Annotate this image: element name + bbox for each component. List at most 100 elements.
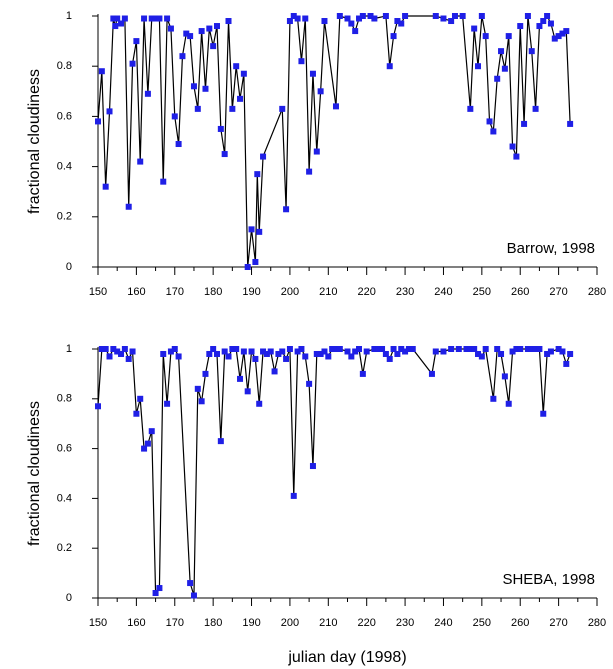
marker xyxy=(286,18,293,25)
marker xyxy=(298,346,305,352)
marker xyxy=(271,368,278,375)
marker xyxy=(248,348,255,355)
marker xyxy=(501,65,508,72)
marker xyxy=(524,13,531,19)
line xyxy=(97,347,571,596)
marker xyxy=(217,438,224,445)
marker xyxy=(321,18,328,25)
y-tick-label: 0.8 xyxy=(57,60,72,72)
marker xyxy=(102,183,109,190)
x-tick-label: 250 xyxy=(473,286,491,298)
y-tick-label: 1 xyxy=(66,343,72,355)
marker xyxy=(164,400,171,407)
marker xyxy=(118,20,125,27)
marker xyxy=(547,348,554,355)
marker xyxy=(563,360,570,367)
marker xyxy=(129,60,136,67)
marker xyxy=(202,370,209,377)
marker xyxy=(567,350,574,357)
marker xyxy=(114,15,121,22)
x-tick-label: 270 xyxy=(549,617,567,629)
marker xyxy=(133,410,140,417)
marker xyxy=(528,48,535,55)
marker xyxy=(141,445,148,452)
marker xyxy=(448,346,455,352)
marker xyxy=(263,350,270,357)
y-tick-label: 0.2 xyxy=(57,542,72,554)
marker xyxy=(536,346,543,352)
x-tick-label: 260 xyxy=(511,286,529,298)
marker xyxy=(467,105,474,112)
marker xyxy=(229,346,236,352)
marker xyxy=(356,15,363,22)
marker xyxy=(348,353,355,360)
marker xyxy=(286,346,293,352)
marker xyxy=(290,13,297,19)
marker xyxy=(359,13,366,19)
marker xyxy=(309,70,316,77)
marker xyxy=(386,63,393,70)
marker xyxy=(260,348,267,355)
x-tick-label: 210 xyxy=(319,617,337,629)
marker xyxy=(371,346,378,352)
marker xyxy=(398,346,405,352)
marker xyxy=(175,353,182,360)
x-tick-label: 210 xyxy=(319,286,337,298)
marker xyxy=(356,346,363,352)
marker xyxy=(95,403,101,410)
marker xyxy=(267,348,274,355)
marker xyxy=(428,370,435,377)
marker xyxy=(187,33,194,40)
marker xyxy=(213,23,220,30)
marker xyxy=(501,373,508,380)
marker xyxy=(290,492,297,499)
y-tick-label: 0.2 xyxy=(57,211,72,223)
marker xyxy=(179,53,186,60)
marker xyxy=(233,346,240,352)
marker xyxy=(98,68,105,75)
marker xyxy=(482,346,489,352)
marker xyxy=(210,43,217,50)
marker xyxy=(513,153,520,160)
marker xyxy=(171,113,178,120)
marker xyxy=(160,178,167,185)
marker xyxy=(217,125,224,132)
marker xyxy=(256,400,263,407)
marker xyxy=(329,346,336,352)
marker xyxy=(164,15,171,22)
marker xyxy=(498,350,505,357)
marker xyxy=(375,346,382,352)
x-tick-label: 270 xyxy=(549,286,567,298)
marker xyxy=(144,90,151,97)
marker xyxy=(432,348,439,355)
marker xyxy=(233,63,240,70)
x-tick-label: 220 xyxy=(358,286,376,298)
marker xyxy=(317,88,324,95)
marker xyxy=(394,350,401,357)
marker xyxy=(194,105,201,112)
marker xyxy=(505,400,512,407)
marker xyxy=(137,158,144,165)
marker xyxy=(359,370,366,377)
marker xyxy=(206,25,213,32)
marker xyxy=(125,203,132,210)
marker xyxy=(148,428,155,435)
x-tick-label: 170 xyxy=(166,617,184,629)
x-tick-label: 160 xyxy=(127,617,145,629)
x-tick-label: 200 xyxy=(281,286,299,298)
marker xyxy=(524,346,531,352)
marker xyxy=(551,35,558,42)
marker xyxy=(517,23,524,30)
marker xyxy=(559,30,566,37)
marker xyxy=(344,348,351,355)
marker xyxy=(210,346,217,352)
marker xyxy=(237,375,244,382)
marker xyxy=(390,33,397,40)
y-tick-label: 0.6 xyxy=(57,443,72,455)
marker xyxy=(160,350,167,357)
marker xyxy=(125,355,132,362)
x-tick-label: 240 xyxy=(434,617,452,629)
marker xyxy=(102,346,109,352)
marker xyxy=(471,346,478,352)
x-tick-label: 190 xyxy=(242,617,260,629)
